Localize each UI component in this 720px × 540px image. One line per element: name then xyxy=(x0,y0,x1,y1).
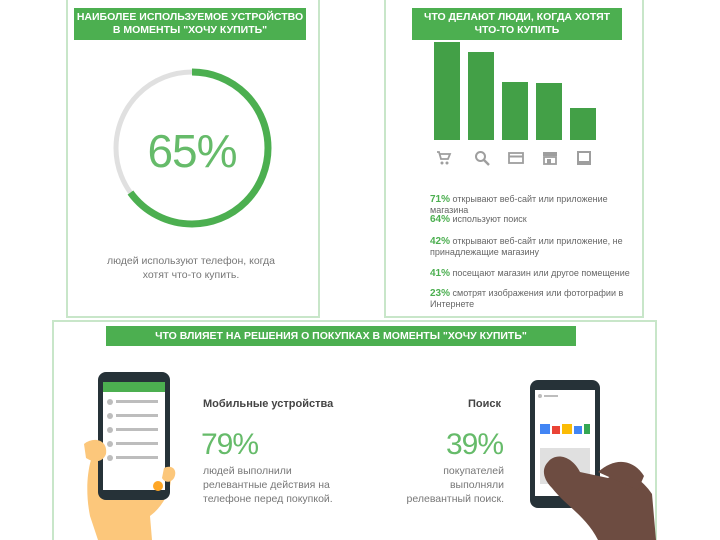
device-banner: НАИБОЛЕЕ ИСПОЛЬЗУЕМОЕ УСТРОЙСТВО В МОМЕН… xyxy=(74,8,306,40)
phone-search-illustration xyxy=(530,380,656,540)
influence-banner: ЧТО ВЛИЯЕТ НА РЕШЕНИЯ О ПОКУПКАХ В МОМЕН… xyxy=(106,326,576,346)
stat-item: 42% открывают веб-сайт или приложение, н… xyxy=(430,236,623,257)
stat-item: 64% используют поиск xyxy=(430,214,527,225)
bar-image xyxy=(570,108,596,140)
cart-icon xyxy=(437,151,452,165)
mobile-desc: людей выполнили релевантные действия на … xyxy=(203,464,333,506)
stat-item: 71% открывают веб-сайт или приложение ма… xyxy=(430,194,608,215)
stat-item: 41% посещают магазин или другое помещени… xyxy=(430,268,630,279)
search-percent: 39% xyxy=(446,428,504,461)
donut-arc xyxy=(112,68,272,228)
store-icon xyxy=(543,152,557,165)
search-title: Поиск xyxy=(468,398,502,410)
search-desc: покупателей выполняли релевантный поиск. xyxy=(380,464,504,506)
bar-cart xyxy=(434,42,460,140)
mobile-percent: 79% xyxy=(201,428,259,461)
donut-chart xyxy=(112,68,272,228)
actions-banner: ЧТО ДЕЛАЮТ ЛЮДИ, КОГДА ХОТЯТ ЧТО-ТО КУПИ… xyxy=(412,8,622,40)
mobile-desc-line: людей выполнили xyxy=(203,465,292,477)
actions-panel xyxy=(384,0,644,318)
search-desc-line: покупателей xyxy=(443,465,504,477)
actions-bar-chart xyxy=(428,40,618,140)
search-icon xyxy=(475,151,490,166)
phone-hand-illustration xyxy=(84,372,176,540)
bar-search xyxy=(468,51,494,140)
mobile-desc-line: телефоне перед покупкой. xyxy=(203,493,333,505)
mobile-desc-line: релевантные действия на xyxy=(203,479,330,491)
action-icons xyxy=(436,150,616,170)
mobile-title: Мобильные устройства xyxy=(203,398,334,410)
device-panel xyxy=(66,0,320,318)
device-caption: людей используют телефон, когда хотят чт… xyxy=(107,255,275,281)
search-desc-line: релевантный поиск. xyxy=(406,493,504,505)
bar-store xyxy=(536,83,562,140)
search-desc-line: выполняли xyxy=(449,479,504,491)
stat-item: 23% смотрят изображения или фотографии в… xyxy=(430,288,624,309)
card-icon xyxy=(508,152,524,164)
image-icon xyxy=(577,151,591,165)
device-percent: 65% xyxy=(147,125,237,177)
bar-card xyxy=(502,82,528,140)
